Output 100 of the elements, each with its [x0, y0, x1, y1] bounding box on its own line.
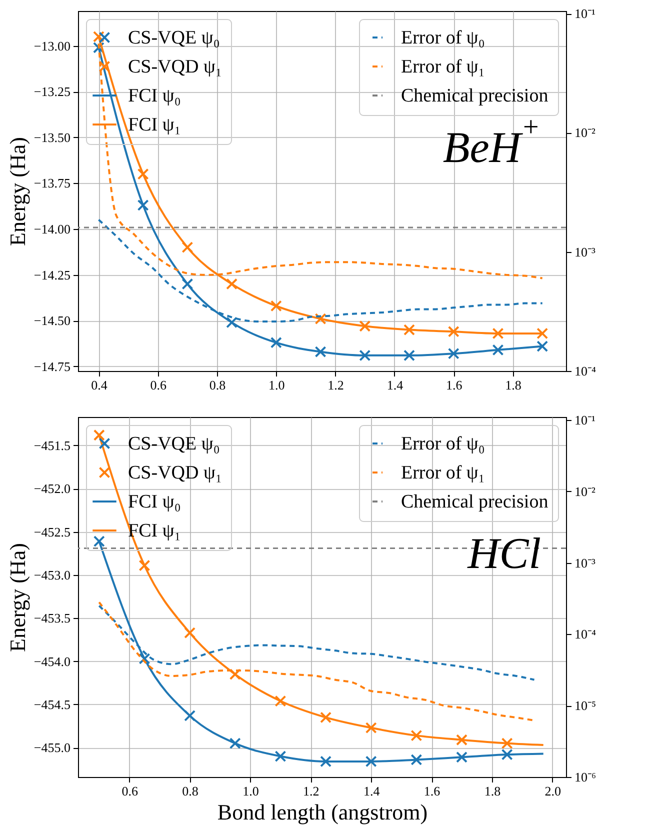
- y2-tick-label: 10⁻¹: [574, 412, 596, 428]
- point: [229, 738, 241, 750]
- x-tick-label: 1.0: [242, 784, 259, 798]
- x-tick-label: 0.8: [209, 378, 226, 392]
- y2-tick-label: 10⁻²: [574, 125, 596, 140]
- x-tick-label: 1.2: [328, 378, 344, 392]
- x-tick-label: 1.0: [268, 378, 285, 392]
- y-axis-title: Energy (Ha): [4, 543, 30, 652]
- legend-label: CS-VQE ψ₀: [128, 28, 220, 48]
- y2-tick-label: 10⁻³: [574, 244, 596, 260]
- x-tick-label: 0.6: [150, 378, 167, 392]
- legend-label: CS-VQD ψ₁: [128, 56, 222, 78]
- point: [93, 429, 105, 441]
- x-tick-label: 1.8: [505, 378, 522, 392]
- y-tick-label: −14.00: [34, 222, 70, 237]
- point: [492, 328, 504, 340]
- point: [184, 710, 196, 722]
- x-tick-label: 1.2: [303, 784, 320, 798]
- point: [320, 756, 332, 768]
- point: [137, 168, 149, 180]
- point: [501, 748, 513, 760]
- point: [320, 712, 332, 724]
- legend-label: Error of ψ₀: [401, 28, 485, 48]
- y2-tick-label: 10⁻³: [574, 555, 596, 570]
- point: [456, 751, 468, 763]
- point: [226, 316, 238, 328]
- point: [92, 30, 104, 42]
- point: [182, 242, 194, 254]
- point: [410, 730, 422, 742]
- point: [138, 560, 150, 572]
- y-tick-label: −13.75: [34, 176, 70, 191]
- legend-label: FCI ψ₀: [128, 86, 181, 106]
- legend-label: FCI ψ₀: [128, 492, 181, 512]
- point: [365, 756, 377, 768]
- y2-tick-label: 10⁻²: [574, 484, 596, 499]
- point: [93, 536, 105, 548]
- legend-label: FCI ψ₁: [128, 114, 181, 136]
- y-tick-label: −455.0: [34, 740, 70, 756]
- point: [314, 346, 326, 358]
- legend-label: Error of ψ₁: [401, 462, 485, 484]
- point: [410, 754, 422, 766]
- point: [92, 42, 104, 54]
- point: [365, 722, 377, 734]
- legend-label: Chemical precision: [401, 492, 549, 512]
- point: [536, 340, 548, 352]
- point: [226, 278, 238, 290]
- point: [137, 199, 149, 211]
- x-axis-title: Bond length (angstrom): [217, 800, 428, 824]
- legend-label: CS-VQE ψ₀: [128, 434, 220, 454]
- point: [501, 738, 513, 750]
- legend-label: Chemical precision: [401, 86, 549, 106]
- annotation: HCl: [466, 529, 541, 578]
- y-tick-label: −14.75: [34, 358, 70, 374]
- y-tick-label: −13.25: [34, 84, 70, 100]
- point: [404, 350, 415, 362]
- y-tick-label: −13.00: [34, 38, 70, 54]
- point: [182, 278, 194, 290]
- point: [536, 328, 548, 340]
- annotation: BeH+: [442, 112, 539, 172]
- y-tick-label: −452.0: [34, 481, 70, 496]
- x-tick-label: 0.6: [122, 784, 138, 798]
- point: [229, 668, 241, 680]
- point: [359, 320, 371, 332]
- x-tick-label: 0.8: [182, 784, 198, 798]
- point: [138, 652, 150, 664]
- point: [359, 350, 371, 362]
- point: [270, 300, 282, 312]
- y-tick-label: −453.5: [34, 610, 70, 626]
- legend-label: Error of ψ₀: [401, 434, 485, 454]
- y-tick-label: −454.5: [34, 696, 70, 712]
- point: [492, 344, 504, 356]
- point: [448, 326, 460, 338]
- point: [448, 348, 460, 360]
- x-tick-label: 1.4: [386, 378, 404, 392]
- point: [314, 313, 326, 325]
- y-tick-label: −14.25: [34, 267, 70, 282]
- point: [270, 336, 282, 348]
- point: [456, 734, 468, 746]
- point: [274, 695, 286, 707]
- y-tick-label: −452.5: [34, 524, 70, 540]
- x-tick-label: 2.0: [544, 784, 562, 798]
- y-tick-label: −453.0: [34, 567, 70, 582]
- x-tick-label: 1.8: [484, 784, 501, 798]
- legend-label: Error of ψ₁: [401, 56, 485, 78]
- x-tick-label: 1.6: [424, 784, 441, 798]
- y-tick-label: −451.5: [34, 438, 70, 453]
- y2-tick-label: 10⁻⁴: [574, 626, 596, 642]
- x-tick-label: 1.4: [363, 784, 380, 798]
- legend-label: CS-VQD ψ₁: [128, 462, 222, 484]
- x-tick-label: 1.6: [446, 378, 463, 392]
- y-tick-label: −14.50: [34, 313, 70, 328]
- y-tick-label: −13.50: [34, 130, 70, 145]
- y2-tick-label: 10⁻⁵: [574, 698, 596, 714]
- y-axis-title: Energy (Ha): [4, 137, 30, 246]
- y2-tick-label: 10⁻⁶: [574, 770, 596, 784]
- y2-tick-label: 10⁻⁴: [574, 364, 596, 378]
- x-tick-label: 0.4: [91, 378, 108, 392]
- point: [404, 324, 415, 336]
- point: [274, 750, 286, 762]
- y2-tick-label: 10⁻¹: [574, 6, 596, 22]
